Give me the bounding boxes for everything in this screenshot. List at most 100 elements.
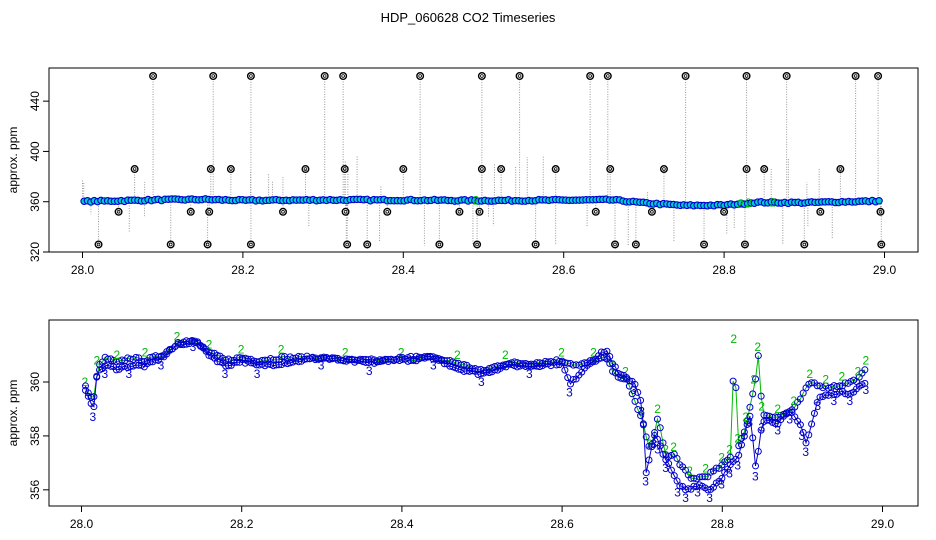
series-point-2: [754, 352, 762, 360]
outlier-point: [435, 240, 444, 249]
outlier-point: [760, 165, 769, 174]
outlier-point-inner: [205, 242, 210, 247]
outlier-point-inner: [608, 167, 613, 171]
outlier-point: [339, 71, 348, 80]
outlier-point: [742, 71, 751, 80]
outlier-point-inner: [365, 242, 370, 247]
outlier-point-inner: [517, 74, 522, 78]
series-point-2: [653, 415, 661, 423]
series-label-3: 3: [90, 410, 97, 424]
series-label-3: 3: [366, 364, 373, 378]
series-point-2: [752, 375, 760, 383]
series-point-2: [808, 379, 816, 387]
series-point-2: [729, 377, 737, 385]
baseline-label-2: 2: [745, 196, 752, 210]
series-point-2: [732, 384, 740, 392]
series-label-3: 3: [222, 367, 229, 381]
x-tick-label: 28.6: [552, 263, 576, 277]
x-tick-label: 28.0: [71, 263, 95, 277]
outlier-point: [631, 240, 640, 249]
outlier-point: [659, 165, 668, 174]
series-point-3: [799, 428, 807, 436]
bottom-plot-frame: [48, 319, 919, 507]
outlier-point-inner: [533, 242, 538, 247]
series-label-3: 3: [814, 399, 821, 413]
series-label-2: 2: [662, 442, 669, 456]
series-point-3: [659, 450, 667, 458]
series-point-3: [670, 472, 678, 480]
top-y-axis-title: approx. ppm: [6, 127, 20, 194]
series-point-2: [712, 464, 720, 472]
outlier-point-inner: [499, 167, 503, 171]
series-label-2: 2: [754, 340, 761, 354]
series-point-3: [611, 363, 619, 371]
series-point-3: [440, 360, 448, 368]
outlier-point: [455, 207, 464, 216]
series-point-3: [656, 442, 664, 450]
outlier-point-inner: [743, 242, 747, 247]
series-label-3: 3: [752, 469, 759, 483]
y-tick-label: 360: [28, 372, 42, 392]
outlier-point-inner: [418, 74, 422, 78]
series-point-3: [631, 380, 639, 388]
outlier-point-inner: [437, 242, 442, 247]
series-point-3: [84, 392, 92, 400]
series-point-3: [634, 388, 642, 396]
series-label-3: 3: [190, 340, 197, 354]
outlier-point: [740, 240, 749, 249]
outlier-point-inner: [480, 167, 484, 171]
outlier-point: [551, 165, 560, 174]
x-tick-label: 28.2: [230, 517, 254, 531]
series-point-3: [667, 466, 675, 474]
series-point-2: [648, 440, 656, 448]
series-label-3: 3: [662, 461, 669, 475]
series-label-3: 3: [650, 437, 657, 451]
series-point-3: [743, 421, 751, 429]
series-point-3: [485, 369, 493, 377]
outlier-point: [94, 240, 103, 249]
outlier-point: [681, 71, 690, 80]
series-point-3: [558, 358, 566, 366]
outlier-point-inner: [303, 167, 308, 171]
series-point-3: [639, 421, 647, 429]
series-point-2: [637, 412, 645, 420]
series-label-2: 2: [638, 405, 645, 419]
series-label-3: 3: [630, 383, 637, 397]
series-label-2: 2: [206, 337, 213, 351]
series-label-2: 2: [670, 440, 677, 454]
x-tick-label: 28.4: [390, 517, 414, 531]
series-label-3: 3: [726, 467, 733, 481]
series-label-2: 2: [94, 354, 101, 368]
series-label-2: 2: [822, 372, 829, 386]
series-point-3: [738, 441, 746, 449]
bottom-y-axis-title: approx. ppm: [6, 380, 20, 447]
outlier-point-inner: [345, 242, 349, 247]
y-tick-label: 356: [28, 479, 42, 499]
outlier-point: [279, 207, 288, 216]
outlier-point: [343, 240, 352, 249]
series-point-3: [810, 409, 818, 417]
series-point-2: [673, 454, 681, 462]
series-point-2: [642, 433, 650, 441]
series-label-2: 2: [622, 364, 629, 378]
outlier-point: [320, 71, 329, 80]
series-label-2: 2: [238, 343, 245, 357]
series-point-3: [82, 382, 90, 390]
series-point-3: [808, 420, 816, 428]
series-label-3: 3: [526, 367, 533, 381]
series-point-3: [704, 486, 712, 494]
outlier-point-inner: [281, 209, 285, 214]
outlier-point: [782, 71, 791, 80]
series-label-3: 3: [478, 375, 485, 389]
outlier-point: [203, 240, 212, 249]
series-label-3: 3: [254, 367, 261, 381]
series-point-3: [552, 361, 560, 369]
series-label-2: 2: [174, 329, 181, 343]
outlier-point-inner: [588, 74, 592, 78]
outlier-point-inner: [457, 209, 462, 214]
series-label-2: 2: [718, 451, 725, 465]
outlier-point: [473, 240, 482, 249]
series-point-2: [796, 395, 804, 403]
series-label-2: 2: [854, 364, 861, 378]
